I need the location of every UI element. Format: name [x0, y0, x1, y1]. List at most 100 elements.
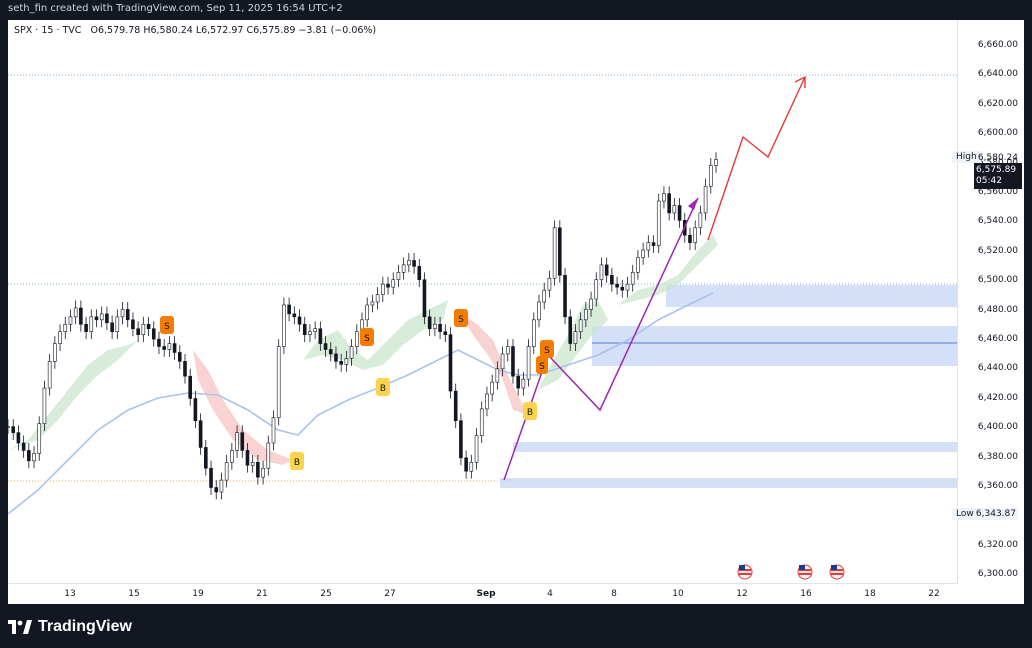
symbol-legend[interactable]: SPX · 15 · TVC O6,579.78 H6,580.24 L6,57…: [14, 25, 376, 36]
price-candle: [422, 279, 427, 318]
price-candle: [110, 322, 114, 332]
svg-text:B: B: [294, 458, 300, 468]
price-candle: [89, 316, 94, 332]
price-tick-label: 6,460.00: [977, 334, 1018, 344]
price-candle: [490, 381, 494, 395]
legend-close: C6,575.89: [246, 25, 296, 36]
price-tick-label: 6,440.00: [977, 363, 1018, 374]
price-candle: [547, 277, 552, 291]
price-candle: [73, 307, 78, 318]
time-tick-label: 13: [64, 589, 76, 599]
price-candle: [302, 323, 307, 335]
time-tick-label: 15: [128, 589, 140, 599]
price-candle: [537, 301, 541, 321]
price-candle: [125, 309, 130, 321]
time-axis[interactable]: 13 15 19 21 25 27 Sep 4 8 10 12 16 18 22: [8, 583, 958, 604]
price-tick-label: 6,500.00: [977, 275, 1018, 286]
price-candle: [42, 387, 47, 425]
price-tick-label: 6,480.00: [977, 304, 1018, 315]
price-candle: [63, 323, 68, 332]
price-candle: [401, 264, 406, 273]
price-candle: [287, 304, 291, 315]
price-candle: [516, 375, 520, 389]
price-candle: [599, 264, 604, 281]
price-candle: [8, 426, 10, 428]
price-candle: [297, 316, 302, 325]
us-event-flag-icon: [829, 564, 845, 580]
price-candle: [688, 234, 692, 243]
price-candle: [521, 378, 526, 389]
tradingview-logo[interactable]: TradingView: [8, 618, 132, 636]
price-tick-label: 6,400.00: [977, 422, 1018, 433]
price-candle: [146, 323, 151, 330]
svg-text:B: B: [527, 408, 533, 418]
price-candle: [386, 283, 390, 288]
price-candle: [505, 346, 510, 355]
price-candle: [693, 227, 697, 243]
price-chart[interactable]: S S S S S B B B: [8, 20, 958, 584]
price-candle: [11, 426, 16, 433]
price-candle: [131, 319, 135, 330]
price-candle: [646, 242, 651, 251]
price-candle: [391, 279, 396, 288]
price-candle: [193, 398, 198, 422]
price-tick-label: 6,660.00: [977, 40, 1018, 50]
price-candle: [708, 165, 713, 187]
legend-high: H6,580.24: [143, 25, 193, 36]
chart-area[interactable]: S S S S S B B B SPX · 15 · TVC O6,579.78…: [8, 20, 1024, 604]
cloud-green-2: [303, 300, 448, 370]
price-candle: [188, 375, 193, 399]
price-candle: [578, 319, 583, 332]
price-tick-label: 6,580.00: [978, 158, 1018, 168]
price-candle: [308, 331, 312, 335]
time-tick-label: Sep: [476, 589, 496, 599]
price-candle: [47, 361, 52, 389]
price-candle: [714, 159, 718, 166]
price-candle: [157, 338, 161, 347]
time-tick-label: 19: [192, 589, 204, 599]
price-candle: [313, 328, 317, 332]
price-candle: [500, 353, 505, 370]
price-axis[interactable]: 6,660.00 6,640.00 6,620.00 6,600.00 6,580.00…: [957, 20, 1024, 604]
high-value: 6,580.24: [977, 153, 1018, 163]
price-candle: [417, 266, 422, 281]
price-tick-label: 6,320.00: [977, 539, 1018, 550]
tradingview-logo-icon: [8, 620, 32, 634]
price-candle: [53, 343, 57, 362]
price-candle: [656, 200, 661, 246]
low-value: 6,343.87: [973, 508, 1018, 520]
price-tick-label: 6,600.00: [977, 128, 1018, 139]
price-candle: [27, 450, 31, 462]
time-tick-label: 21: [256, 589, 268, 599]
legend-low: L6,572.97: [195, 25, 244, 36]
price-candle: [433, 323, 437, 330]
cloud-green-4: [618, 235, 718, 305]
sell-signal-3: S: [454, 309, 468, 327]
price-tick-label: 6,620.00: [977, 98, 1018, 109]
price-candle: [79, 307, 83, 325]
svg-text:B: B: [380, 384, 386, 394]
zone-6382-6390: [513, 442, 958, 452]
time-tick-label: 25: [320, 589, 332, 599]
legend-open: O6,579.78: [90, 25, 141, 36]
current-price: 6,575.89: [976, 165, 1017, 175]
price-candle: [266, 442, 271, 469]
zone-6360-6368: [500, 478, 958, 488]
price-candle: [485, 393, 489, 410]
cloud-green-1: [8, 340, 138, 450]
price-candle: [573, 331, 578, 344]
price-candle: [370, 301, 375, 306]
price-candle: [610, 274, 614, 285]
price-candle: [240, 432, 245, 451]
time-tick-label: 12: [736, 589, 748, 599]
price-tick-label: 6,560.00: [977, 187, 1018, 197]
time-tick-label: 8: [611, 589, 617, 599]
time-tick-label: 22: [928, 589, 940, 599]
price-candle: [245, 450, 250, 466]
price-candle: [469, 461, 474, 472]
price-candle: [375, 294, 380, 303]
price-candle: [625, 283, 630, 291]
legend-change: −3.81 (−0.06%): [298, 25, 377, 36]
price-candle: [37, 423, 42, 454]
